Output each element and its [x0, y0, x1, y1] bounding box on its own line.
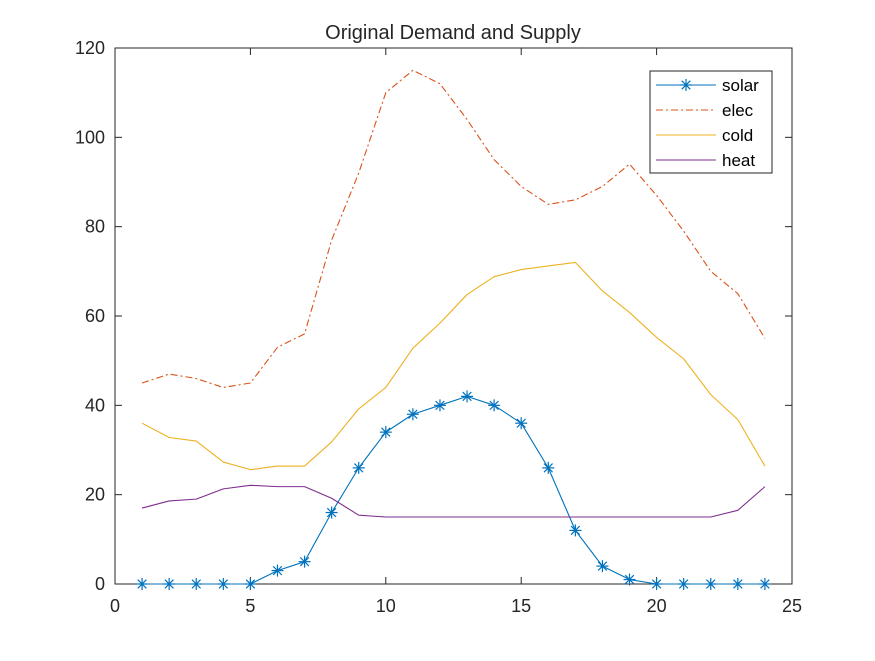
data-point-solar [542, 461, 555, 474]
marker-stroke [245, 579, 256, 589]
data-point-solar [515, 417, 528, 430]
y-tick-label: 80 [85, 217, 105, 237]
y-tick-label: 0 [95, 574, 105, 594]
marker-stroke [651, 579, 662, 589]
legend-box [649, 70, 773, 174]
marker-stroke [353, 463, 364, 473]
x-tick-label: 15 [511, 596, 531, 616]
legend-label-cold: cold [722, 126, 753, 145]
data-point-solar [163, 578, 176, 590]
marker-stroke [326, 507, 337, 518]
data-point-solar [461, 390, 474, 403]
legend-label-heat: heat [722, 151, 755, 170]
marker-stroke [706, 579, 716, 589]
y-tick-label: 40 [85, 395, 105, 415]
series-cold [141, 261, 766, 471]
marker-stroke [733, 579, 743, 589]
legend-marker-solar [680, 79, 692, 91]
data-point-solar [758, 578, 771, 590]
legend-item-heat: heat [656, 151, 755, 170]
marker-stroke [462, 391, 472, 402]
x-tick-label: 5 [245, 596, 255, 616]
marker-stroke [570, 525, 581, 536]
marker-stroke [191, 579, 201, 589]
data-point-solar [217, 578, 230, 590]
series-heat [141, 484, 766, 518]
series-elec [141, 69, 766, 389]
marker-stroke [137, 579, 147, 589]
data-point-solar [352, 461, 365, 474]
legend-label-solar: solar [722, 76, 759, 95]
marker-stroke [299, 556, 310, 567]
legend-label-elec: elec [722, 101, 754, 120]
chart-title: Original Demand and Supply [325, 22, 581, 44]
legend: solar elec cold heat [649, 70, 773, 174]
marker-stroke [381, 427, 391, 437]
data-point-solar [325, 506, 338, 519]
series-line-cold [141, 261, 766, 471]
data-point-solar [271, 564, 284, 577]
x-tick-label: 20 [647, 596, 667, 616]
marker-stroke [516, 418, 526, 428]
marker-stroke [543, 463, 554, 473]
series-group [136, 69, 771, 590]
data-point-solar [677, 578, 690, 590]
data-point-solar [569, 524, 582, 537]
x-tick-label: 25 [782, 596, 802, 616]
series-line-elec [141, 69, 766, 389]
data-point-solar [190, 578, 203, 590]
marker-stroke [597, 561, 608, 571]
data-point-solar [433, 399, 446, 412]
y-tick-label: 100 [75, 127, 105, 147]
data-point-solar [731, 578, 744, 590]
marker-stroke [760, 579, 770, 589]
data-point-solar [406, 408, 419, 421]
marker-stroke [624, 574, 635, 585]
marker-stroke [218, 579, 229, 589]
data-point-solar [136, 578, 149, 590]
marker-stroke [272, 565, 283, 576]
data-point-solar [596, 560, 609, 573]
data-point-solar [650, 578, 663, 590]
marker-stroke [164, 579, 174, 589]
y-tick-label: 120 [75, 38, 105, 58]
series-line-heat [141, 484, 766, 518]
data-point-solar [704, 578, 717, 590]
legend-item-elec: elec [656, 101, 754, 120]
data-point-solar [244, 578, 257, 590]
legend-item-cold: cold [656, 126, 753, 145]
x-tick-label: 0 [110, 596, 120, 616]
marker-stroke [435, 400, 445, 411]
data-point-solar [488, 399, 501, 412]
data-point-solar [623, 573, 636, 586]
series-solar [136, 390, 771, 590]
x-tick-label: 10 [376, 596, 396, 616]
marker-stroke [489, 400, 499, 411]
marker-stroke [681, 80, 691, 90]
legend-item-solar: solar [656, 76, 759, 95]
data-point-solar [298, 555, 311, 568]
marker-stroke [678, 579, 689, 589]
data-point-solar [379, 426, 392, 439]
marker-stroke [408, 409, 418, 419]
y-tick-label: 60 [85, 306, 105, 326]
y-tick-label: 20 [85, 485, 105, 505]
